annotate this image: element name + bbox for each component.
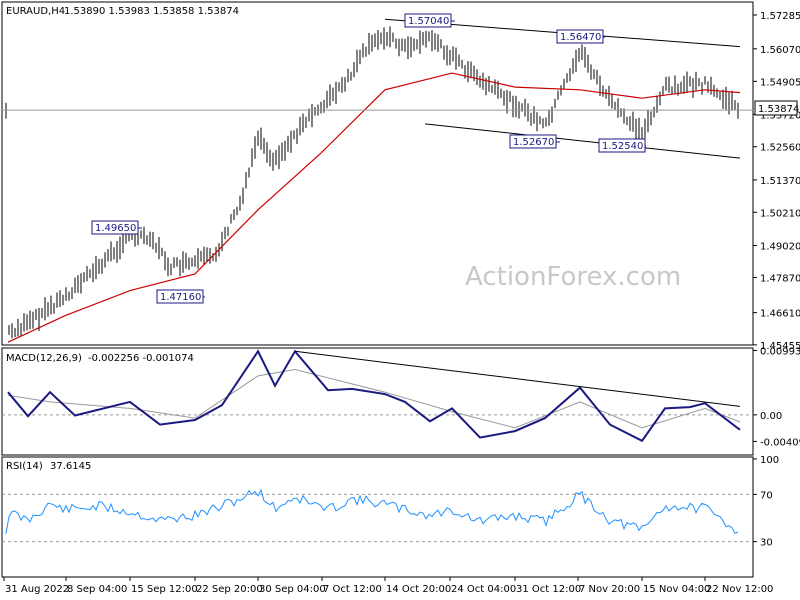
price-y-tick-label: 1.51370 (760, 176, 800, 187)
price-y-tick-label: 1.52560 (760, 143, 800, 154)
price-y-tick-label: 1.56070 (760, 45, 800, 56)
rsi-panel-frame (1, 456, 754, 578)
macd-line (7, 349, 741, 443)
macd-series-layer (2, 349, 753, 443)
price-annotation-label: 1.57040 (408, 16, 449, 27)
price-y-tick-label: 1.47870 (760, 274, 800, 285)
macd-trendline (294, 350, 741, 407)
macd-values-label: -0.002256 -0.001074 (88, 353, 194, 364)
x-tick-label: 31 Oct 12:00 (516, 584, 581, 595)
rsi-y-tick-label: 30 (760, 538, 773, 549)
price-y-tick-label: 1.50210 (760, 208, 800, 219)
x-tick-label: 14 Oct 20:00 (386, 584, 451, 595)
x-tick-label: 15 Sep 12:00 (131, 584, 198, 595)
x-tick-label: 7 Nov 20:00 (579, 584, 640, 595)
macd-name-label: MACD(12,26,9) (6, 353, 82, 364)
price-y-tick-label: 1.53720 (760, 110, 800, 121)
x-tick-label: 15 Nov 04:00 (643, 584, 710, 595)
current-price-label: 1.53874 (758, 104, 799, 115)
channel-lower-line (424, 123, 741, 159)
price-y-tick-label: 1.49020 (760, 241, 800, 252)
price-annotation-label: 1.47160 (160, 292, 201, 303)
rsi-line (5, 488, 739, 534)
x-tick-label: 22 Sep 20:00 (196, 584, 263, 595)
price-y-tick-label: 1.45455 (760, 341, 800, 352)
current-price-tag (754, 100, 798, 116)
macd-signal-line (7, 368, 741, 429)
rsi-y-tick-label: 70 (760, 490, 773, 501)
symbol-label: EURAUD,H4 (6, 6, 65, 17)
price-annotation-label: 1.52540 (602, 141, 643, 152)
axis-labels-layer: 1.57285 1.56070 1.54905 1.53720 1.52560 1.513… (3, 11, 800, 595)
ohlc-label: 1.53890 1.53983 1.53858 1.53874 (64, 6, 239, 17)
rsi-value-label: 37.6145 (50, 461, 91, 472)
macd-y-tick-label: 0.009934 (760, 346, 800, 357)
price-annotation-label: 1.56470 (560, 32, 601, 43)
x-tick-label: 31 Aug 2022 (5, 584, 69, 595)
price-y-tick-label: 1.57285 (760, 11, 800, 22)
price-panel-frame (1, 1, 754, 346)
price-series-layer (2, 18, 753, 343)
price-annotation-label: 1.49650 (95, 223, 136, 234)
moving-average-line (7, 72, 741, 343)
price-y-tick-label: 1.46610 (760, 309, 800, 320)
price-annotations-layer: 1.57040 1.56470 1.49650 1.47160 1.52670 1.525… (91, 13, 646, 304)
price-y-tick-label: 1.54905 (760, 77, 800, 88)
x-tick-label: 8 Sep 04:00 (67, 584, 127, 595)
macd-y-tick-label: -0.004095 (760, 437, 800, 448)
x-tick-label: 30 Sep 04:00 (259, 584, 326, 595)
price-annotation-label: 1.52670 (513, 137, 554, 148)
x-tick-label: 7 Oct 12:00 (323, 584, 382, 595)
watermark: ActionForex.com (465, 262, 681, 292)
x-tick-label: 22 Nov 12:00 (706, 584, 773, 595)
rsi-series-layer (2, 488, 753, 543)
macd-y-tick-label: 0.00 (760, 411, 782, 422)
macd-panel-frame (1, 347, 754, 456)
x-tick-label: 24 Oct 04:00 (451, 584, 516, 595)
rsi-y-tick-label: 100 (760, 455, 779, 466)
rsi-name-label: RSI(14) (6, 461, 43, 472)
